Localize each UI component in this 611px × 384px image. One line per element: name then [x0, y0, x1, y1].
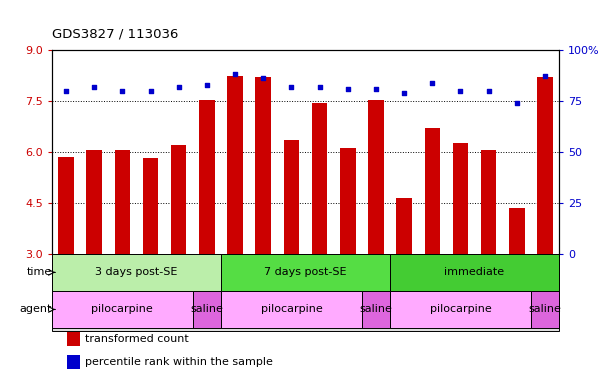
Bar	[425, 128, 440, 254]
Bar	[390, 291, 531, 328]
Bar	[58, 157, 74, 254]
Bar	[67, 331, 80, 346]
Bar	[255, 77, 271, 254]
Point	[315, 84, 324, 90]
Bar	[390, 254, 559, 291]
Point	[174, 84, 184, 90]
Point	[456, 88, 466, 94]
Point	[61, 88, 71, 94]
Point	[399, 90, 409, 96]
Point	[371, 86, 381, 92]
Bar	[86, 150, 102, 254]
Text: 3 days post-SE: 3 days post-SE	[95, 267, 178, 277]
Bar	[67, 355, 80, 369]
Text: saline: saline	[191, 305, 224, 314]
Text: percentile rank within the sample: percentile rank within the sample	[85, 357, 273, 367]
Point	[117, 88, 127, 94]
Bar	[537, 77, 553, 254]
Text: pilocarpine: pilocarpine	[430, 305, 491, 314]
Text: immediate: immediate	[444, 267, 505, 277]
Bar	[453, 143, 468, 254]
Text: pilocarpine: pilocarpine	[92, 305, 153, 314]
Text: pilocarpine: pilocarpine	[260, 305, 322, 314]
Text: saline: saline	[529, 305, 562, 314]
Point	[230, 71, 240, 78]
Text: 7 days post-SE: 7 days post-SE	[264, 267, 347, 277]
Bar	[143, 158, 158, 254]
Bar	[199, 100, 214, 254]
FancyBboxPatch shape	[52, 254, 559, 331]
Point	[343, 86, 353, 92]
Text: agent: agent	[20, 305, 52, 314]
Point	[484, 88, 494, 94]
Text: GDS3827 / 113036: GDS3827 / 113036	[52, 27, 178, 40]
Bar	[362, 291, 390, 328]
Bar	[481, 150, 496, 254]
Point	[287, 84, 296, 90]
Bar	[227, 76, 243, 254]
Bar	[221, 254, 390, 291]
Point	[258, 75, 268, 81]
Text: transformed count: transformed count	[85, 334, 189, 344]
Bar	[171, 145, 186, 254]
Bar	[284, 140, 299, 254]
Bar	[52, 291, 193, 328]
Bar	[340, 149, 356, 254]
Point	[202, 81, 212, 88]
Bar	[509, 208, 525, 254]
Point	[89, 84, 99, 90]
Text: time: time	[27, 267, 52, 277]
Bar	[312, 103, 327, 254]
Bar	[115, 150, 130, 254]
Bar	[397, 198, 412, 254]
Point	[145, 88, 155, 94]
Text: saline: saline	[359, 305, 392, 314]
Bar	[221, 291, 362, 328]
Bar	[531, 291, 559, 328]
Bar	[52, 254, 221, 291]
Point	[540, 73, 550, 79]
Point	[428, 79, 437, 86]
Bar	[368, 100, 384, 254]
Point	[512, 100, 522, 106]
Bar	[193, 291, 221, 328]
